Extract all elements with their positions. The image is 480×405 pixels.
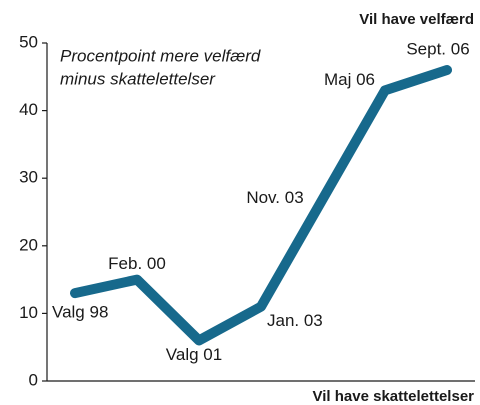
point-label: Jan. 03 <box>267 311 323 330</box>
point-label: Valg 98 <box>52 303 108 322</box>
point-label: Feb. 00 <box>108 254 166 273</box>
y-tick-label: 30 <box>19 168 38 187</box>
point-label: Nov. 03 <box>246 188 303 207</box>
y-tick-label: 20 <box>19 235 38 254</box>
y-tick-label: 50 <box>19 32 38 51</box>
point-label: Maj 06 <box>324 70 375 89</box>
line <box>70 65 452 346</box>
y-tick-label: 40 <box>19 100 38 119</box>
bottom-label: Vil have skattelettelser <box>313 388 475 405</box>
point-label: Valg 01 <box>166 345 222 364</box>
y-tick-label: 0 <box>29 370 38 389</box>
y-tick-label: 10 <box>19 303 38 322</box>
point-label: Sept. 06 <box>406 40 469 59</box>
subtitle: Procentpoint mere velfærd <box>60 46 261 65</box>
top-label: Vil have velfærd <box>359 11 474 28</box>
subtitle: minus skattelettelser <box>60 69 216 88</box>
